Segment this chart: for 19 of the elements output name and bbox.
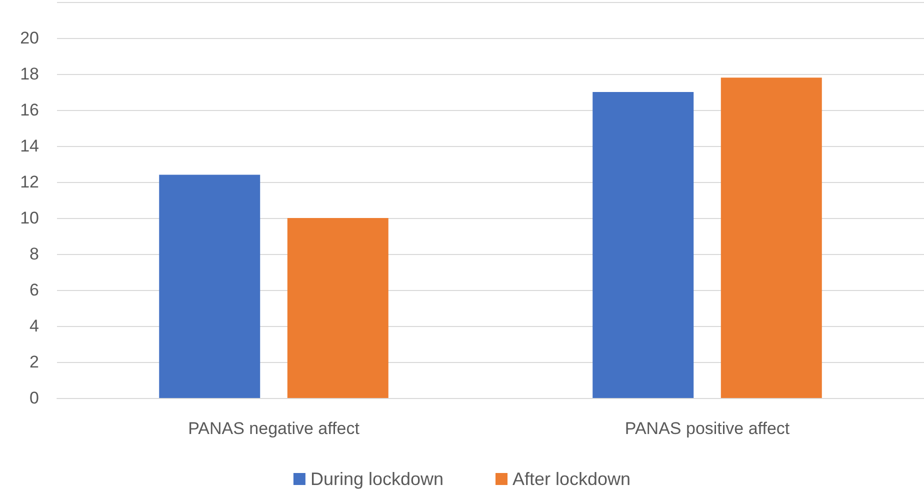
y-tick-label: 18	[20, 64, 39, 84]
y-tick-label: 20	[20, 28, 39, 48]
y-tick-label: 10	[20, 208, 39, 228]
y-tick-label: 14	[20, 136, 39, 156]
y-tick-label: 8	[30, 244, 39, 264]
y-tick-label: 4	[30, 316, 39, 336]
bar	[592, 92, 694, 398]
x-tick-label: PANAS positive affect	[624, 419, 790, 438]
y-tick-label: 0	[30, 388, 39, 408]
legend-label: During lockdown	[310, 469, 444, 489]
bar	[720, 78, 822, 398]
y-tick-label: 6	[30, 280, 39, 300]
y-tick-label: 2	[30, 352, 39, 372]
bar	[159, 174, 260, 398]
y-tick-label: 16	[20, 100, 39, 120]
bar	[287, 218, 388, 398]
y-tick-label: 12	[20, 172, 39, 192]
x-tick-label: PANAS negative affect	[188, 419, 360, 438]
legend-label: After lockdown	[512, 469, 631, 489]
